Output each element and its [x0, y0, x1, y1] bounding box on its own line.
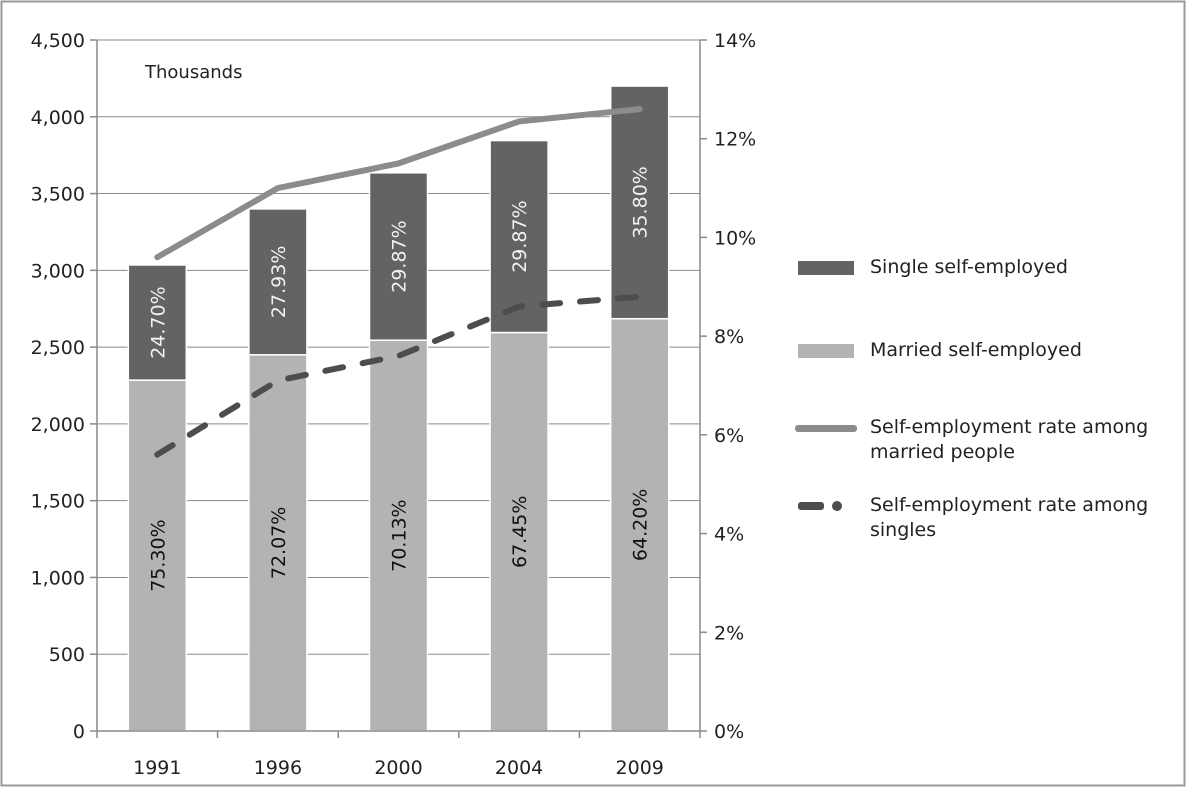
left-tick-label-8: 4,000 [31, 107, 85, 129]
bar-label-single-1996: 27.93% [268, 246, 290, 318]
bar-single-2004 [489, 139, 549, 334]
legend-swatch-married [790, 338, 860, 364]
left-axis-ticks: 0 500 1,000 1,500 2,000 2,500 3,000 3,500 4,000 4… [31, 30, 85, 743]
legend-label-rate-married: Self-employment rate among married peopl… [870, 416, 1149, 463]
legend-swatch-rate-married [790, 415, 860, 441]
bar-married-1991 [127, 379, 188, 732]
x-tick-label-1996: 1996 [254, 757, 302, 779]
left-tick-label-6: 3,000 [31, 260, 85, 282]
bar-labels: 75.30% 24.70% 72.07% 27.93% 70.13% 29.87% 67.4… [147, 166, 651, 592]
left-tick-label-5: 2,500 [31, 337, 85, 359]
bar-label-married-2000: 70.13% [389, 499, 411, 571]
right-tick-label-0: 0% [714, 721, 744, 743]
left-tick-label-4: 2,000 [31, 414, 85, 436]
legend-item-rate-singles: Self-employment rate among singles [790, 493, 1180, 543]
right-tick-label-7: 14% [714, 30, 756, 52]
bar-label-married-2009: 64.20% [630, 489, 652, 561]
bar-married-2004 [489, 331, 549, 732]
legend-label-married: Married self-employed [870, 339, 1082, 361]
units-annotation: Thousands [144, 62, 242, 83]
bar-label-single-2004: 29.87% [509, 200, 531, 272]
x-axis-ticks: 1991 1996 2000 2004 2009 [133, 757, 664, 779]
axes [90, 39, 707, 738]
left-tick-label-2: 1,000 [31, 567, 85, 589]
bars [127, 85, 670, 732]
bar-label-single-1991: 24.70% [147, 286, 169, 358]
x-tick-label-2004: 2004 [495, 757, 543, 779]
right-tick-label-6: 12% [714, 129, 756, 151]
x-tick-label-2000: 2000 [374, 757, 422, 779]
legend-swatch-rate-singles [790, 493, 860, 519]
left-tick-label-0: 0 [73, 721, 85, 743]
x-tick-label-1991: 1991 [133, 757, 181, 779]
x-tick-label-2009: 2009 [616, 757, 664, 779]
bar-single-1991 [127, 264, 188, 381]
series-lines [154, 106, 643, 458]
right-tick-label-2: 4% [714, 524, 744, 546]
bar-label-single-2009: 35.80% [630, 166, 652, 238]
right-tick-label-4: 8% [714, 326, 744, 348]
legend-label-rate-singles: Self-employment rate among singles [870, 494, 1149, 541]
legend-item-single: Single self-employed [790, 255, 1180, 281]
bar-single-2000 [368, 172, 429, 341]
legend-label-single: Single self-employed [870, 256, 1068, 278]
bar-married-2009 [609, 317, 670, 732]
bar-married-2000 [368, 339, 429, 732]
right-tick-label-1: 2% [714, 622, 744, 644]
bar-single-1996 [248, 208, 308, 356]
legend-item-married: Married self-employed [790, 338, 1180, 364]
right-tick-label-3: 6% [714, 425, 744, 447]
right-axis-ticks: 0% 2% 4% 6% 8% 10% 12% 14% [714, 30, 756, 743]
legend-item-rate-married: Self-employment rate among married peopl… [790, 415, 1180, 465]
bar-single-2009 [609, 85, 670, 320]
left-tick-label-1: 500 [49, 644, 85, 666]
left-tick-label-9: 4,500 [31, 30, 85, 52]
bar-label-married-2004: 67.45% [509, 496, 531, 568]
bar-label-married-1991: 75.30% [147, 519, 169, 591]
left-tick-label-3: 1,500 [31, 491, 85, 513]
left-tick-label-7: 3,500 [31, 184, 85, 206]
gridlines [97, 39, 700, 655]
legend-swatch-single [790, 255, 860, 281]
bar-label-married-1996: 72.07% [268, 507, 290, 579]
right-tick-label-5: 10% [714, 227, 756, 249]
bar-label-single-2000: 29.87% [389, 220, 411, 292]
